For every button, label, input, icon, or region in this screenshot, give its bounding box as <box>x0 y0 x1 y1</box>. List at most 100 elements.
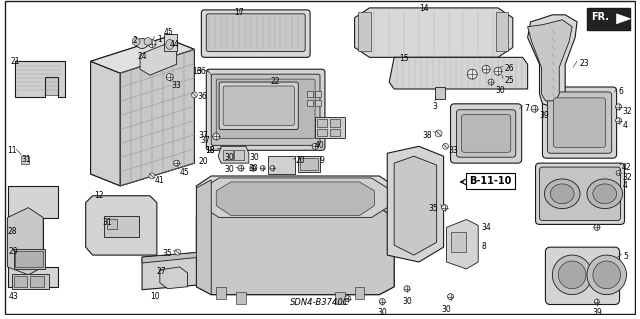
FancyBboxPatch shape <box>547 92 612 153</box>
Ellipse shape <box>148 40 156 48</box>
Polygon shape <box>204 178 387 218</box>
Bar <box>435 87 445 99</box>
Bar <box>300 158 318 170</box>
Text: B-11-10: B-11-10 <box>469 176 511 186</box>
Ellipse shape <box>404 286 410 292</box>
Ellipse shape <box>558 261 586 289</box>
Polygon shape <box>160 267 188 289</box>
Ellipse shape <box>435 130 442 137</box>
Polygon shape <box>218 146 249 163</box>
Ellipse shape <box>593 184 616 204</box>
Bar <box>298 156 320 172</box>
Polygon shape <box>196 176 394 295</box>
Polygon shape <box>8 186 58 287</box>
Text: 40: 40 <box>315 141 325 150</box>
Polygon shape <box>616 14 630 24</box>
Bar <box>330 129 340 137</box>
Ellipse shape <box>380 299 385 305</box>
Polygon shape <box>91 38 195 186</box>
Ellipse shape <box>312 143 318 149</box>
Text: 20: 20 <box>295 156 305 165</box>
Text: 2: 2 <box>132 36 137 45</box>
Bar <box>108 219 117 229</box>
Text: 18: 18 <box>205 146 214 155</box>
Bar <box>17 63 63 95</box>
Ellipse shape <box>616 171 621 175</box>
Ellipse shape <box>494 67 502 75</box>
Ellipse shape <box>191 92 197 98</box>
Ellipse shape <box>467 69 477 79</box>
Ellipse shape <box>594 225 600 230</box>
Ellipse shape <box>175 249 180 255</box>
Bar <box>12 274 49 289</box>
FancyBboxPatch shape <box>461 115 511 152</box>
Text: 31: 31 <box>102 218 112 226</box>
Text: 8: 8 <box>481 242 486 251</box>
Bar <box>355 287 365 299</box>
Ellipse shape <box>136 39 148 48</box>
Text: 36: 36 <box>196 67 206 76</box>
Text: 33: 33 <box>449 146 458 155</box>
FancyBboxPatch shape <box>223 86 294 126</box>
Text: 22: 22 <box>271 77 280 86</box>
FancyBboxPatch shape <box>216 79 315 138</box>
Text: 33: 33 <box>172 81 182 90</box>
Polygon shape <box>15 61 65 97</box>
Text: 4: 4 <box>623 121 627 130</box>
Text: 9: 9 <box>320 156 325 165</box>
Polygon shape <box>447 219 478 269</box>
Text: 4: 4 <box>623 181 627 190</box>
Text: FR.: FR. <box>591 12 609 22</box>
Text: 30: 30 <box>495 86 505 95</box>
Bar <box>164 33 177 51</box>
Ellipse shape <box>550 184 574 204</box>
FancyBboxPatch shape <box>545 247 620 305</box>
Ellipse shape <box>166 74 173 81</box>
FancyBboxPatch shape <box>554 98 605 147</box>
Text: 30: 30 <box>442 305 451 314</box>
Text: 43: 43 <box>8 292 19 301</box>
Text: 24: 24 <box>137 52 147 61</box>
Ellipse shape <box>552 255 592 295</box>
Text: 35: 35 <box>162 249 172 258</box>
Text: 31: 31 <box>21 155 31 164</box>
Ellipse shape <box>132 38 140 46</box>
Text: 41: 41 <box>155 176 164 185</box>
Text: 16: 16 <box>192 67 202 76</box>
Polygon shape <box>142 252 202 263</box>
Bar <box>13 249 45 269</box>
Ellipse shape <box>149 173 155 179</box>
Text: 45: 45 <box>164 28 173 37</box>
Ellipse shape <box>616 118 621 123</box>
Text: 5: 5 <box>623 252 628 261</box>
Text: 30: 30 <box>378 308 387 317</box>
Text: 44: 44 <box>170 40 179 48</box>
Bar <box>15 251 43 267</box>
Text: 37: 37 <box>200 137 211 145</box>
Ellipse shape <box>443 143 449 149</box>
Text: 35: 35 <box>429 204 438 213</box>
Bar <box>216 287 226 299</box>
Text: 14: 14 <box>419 4 429 13</box>
Ellipse shape <box>595 299 599 304</box>
Bar <box>30 276 44 287</box>
Text: 30: 30 <box>248 164 258 173</box>
FancyBboxPatch shape <box>451 104 522 163</box>
Text: 6: 6 <box>619 87 623 96</box>
FancyBboxPatch shape <box>206 14 305 51</box>
Ellipse shape <box>447 293 454 300</box>
Bar <box>587 8 630 30</box>
Ellipse shape <box>270 166 275 171</box>
Ellipse shape <box>587 255 627 295</box>
Bar <box>21 156 29 164</box>
Text: 37: 37 <box>198 131 208 140</box>
Bar <box>234 150 244 160</box>
Polygon shape <box>196 180 211 295</box>
Text: 36: 36 <box>197 92 207 101</box>
Bar <box>307 100 313 106</box>
Text: 3: 3 <box>433 102 438 111</box>
Bar <box>317 129 327 137</box>
Text: 25: 25 <box>505 76 515 85</box>
Ellipse shape <box>531 105 538 112</box>
Text: 32: 32 <box>623 107 632 116</box>
